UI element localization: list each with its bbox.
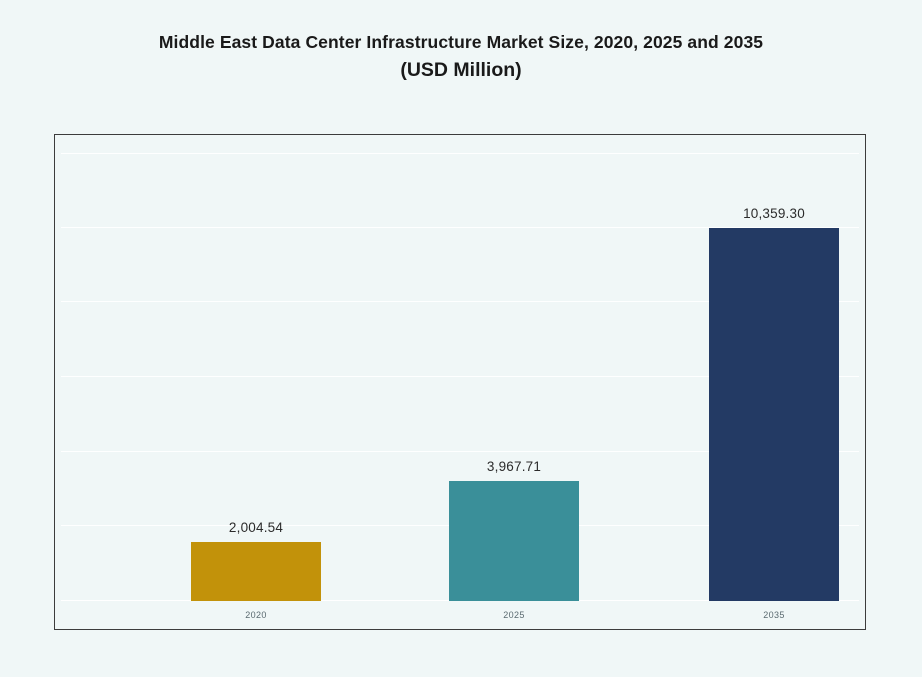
bar-category-label: 2025 [503, 610, 525, 620]
gridline [61, 451, 859, 452]
chart-title: Middle East Data Center Infrastructure M… [0, 30, 922, 84]
bar-value-label: 10,359.30 [743, 206, 805, 221]
bar-2020[interactable] [191, 542, 321, 601]
gridline [61, 301, 859, 302]
gridline [61, 227, 859, 228]
bar-group-2025: 3,967.71 2025 [379, 135, 649, 620]
chart-title-line-1: Middle East Data Center Infrastructure M… [158, 32, 764, 52]
bar-group-2035: 10,359.30 2035 [639, 135, 865, 620]
bar-category-label: 2035 [763, 610, 785, 620]
bar-2035[interactable] [709, 228, 839, 601]
bar-value-label: 2,004.54 [228, 520, 284, 535]
chart-title-line-2: (USD Million) [400, 59, 522, 81]
gridline [61, 376, 859, 377]
plot-inner: 2,004.54 2020 3,967.71 2025 10,359.30 20… [55, 135, 865, 629]
plot-area: 2,004.54 2020 3,967.71 2025 10,359.30 20… [54, 134, 866, 630]
bar-2025[interactable] [449, 481, 579, 601]
bar-value-label: 3,967.71 [486, 459, 542, 474]
bar-group-2020: 2,004.54 2020 [121, 135, 391, 620]
bar-category-label: 2020 [245, 610, 267, 620]
gridline [61, 153, 859, 154]
bars-layer: 2,004.54 2020 3,967.71 2025 10,359.30 20… [55, 135, 865, 629]
